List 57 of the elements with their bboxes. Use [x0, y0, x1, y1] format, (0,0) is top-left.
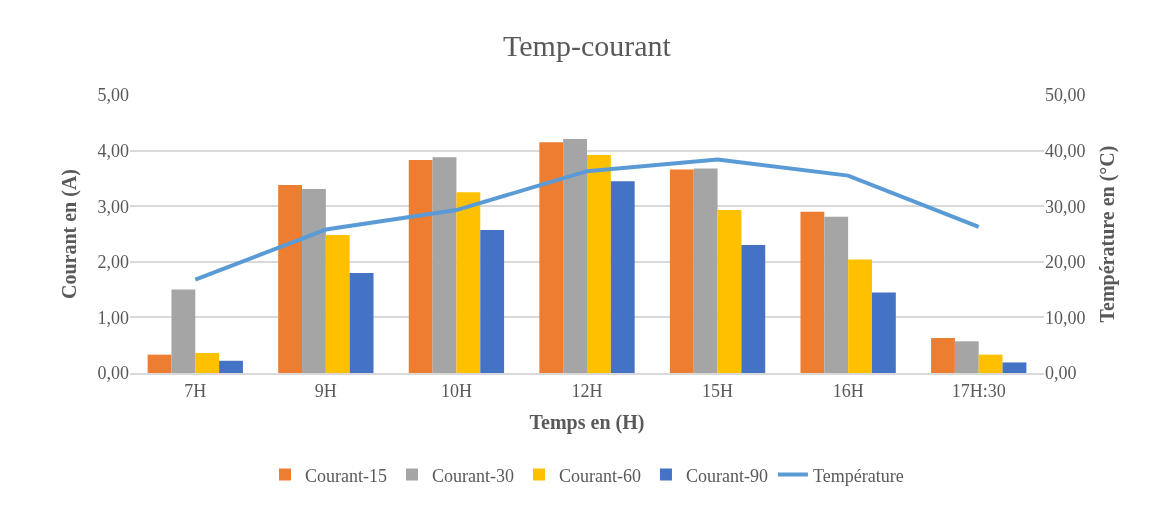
- chart-title: Temp-courant: [503, 29, 672, 63]
- bar: [219, 360, 243, 373]
- y-tick-label: 5,00: [97, 85, 129, 106]
- legend-label: Température: [812, 465, 904, 486]
- bar: [147, 354, 172, 373]
- bar: [587, 155, 611, 373]
- bar: [325, 235, 350, 373]
- y2-tick-label: 40,00: [1045, 140, 1086, 161]
- legend-label: Courant-15: [305, 465, 387, 486]
- y2-tick-label: 20,00: [1045, 252, 1086, 273]
- bar: [563, 138, 587, 373]
- y-tick-label: 1,00: [97, 307, 129, 328]
- bar: [800, 211, 825, 373]
- y2-tick-label: 0,00: [1045, 363, 1077, 384]
- bar: [302, 188, 326, 373]
- bar: [848, 259, 872, 373]
- x-tick-label: 16H: [832, 380, 864, 401]
- legend-label: Courant-90: [685, 465, 768, 486]
- y-tick-label: 4,00: [97, 140, 129, 161]
- bar: [480, 230, 505, 373]
- x-tick-label: 10H: [440, 380, 472, 401]
- bar: [978, 354, 1003, 373]
- y-axis-title: Courant en (A): [58, 169, 81, 299]
- y-tick-label: 2,00: [97, 252, 129, 273]
- bar: [349, 272, 374, 373]
- bar: [871, 292, 896, 373]
- bar: [954, 341, 979, 373]
- x-tick-label: 17H:30: [951, 380, 1006, 401]
- bar: [931, 337, 955, 373]
- bar: [1002, 362, 1027, 373]
- bar: [278, 185, 303, 373]
- bar: [456, 192, 481, 373]
- y-tick-label: 0,00: [97, 363, 129, 384]
- x-tick-label: 7H: [184, 380, 207, 401]
- x-axis-title: Temps en (H): [529, 410, 645, 434]
- y-tick-label: 3,00: [97, 196, 129, 217]
- bar: [408, 160, 433, 373]
- bar: [195, 352, 220, 373]
- y2-axis-title: Température en (°C): [1096, 145, 1119, 323]
- bar: [741, 245, 766, 373]
- bar: [432, 157, 457, 373]
- bar: [171, 289, 196, 373]
- bar: [539, 142, 564, 373]
- bar: [669, 169, 694, 373]
- x-tick-label: 15H: [702, 380, 734, 401]
- x-tick-label: 9H: [314, 380, 337, 401]
- bar: [610, 181, 635, 373]
- legend-label: Courant-60: [558, 465, 641, 486]
- y2-tick-label: 30,00: [1045, 196, 1086, 217]
- x-tick-label: 12H: [571, 380, 603, 401]
- y2-tick-label: 10,00: [1045, 307, 1086, 328]
- y2-tick-label: 50,00: [1045, 85, 1086, 106]
- bar: [693, 168, 718, 373]
- bar: [824, 216, 849, 373]
- bar: [717, 210, 742, 373]
- legend-label: Courant-30: [431, 465, 514, 486]
- line-series: [193, 157, 981, 282]
